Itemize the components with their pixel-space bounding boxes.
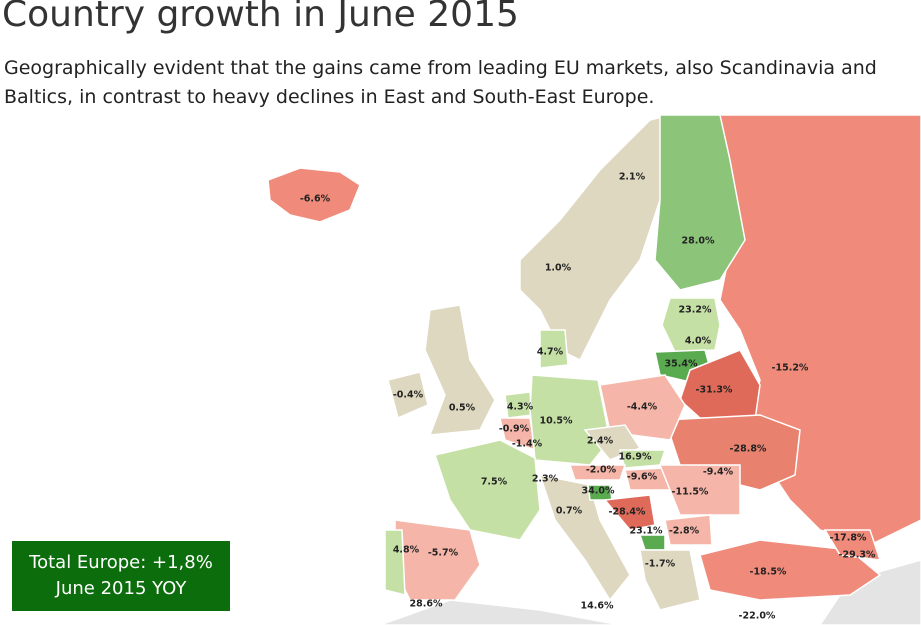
region [384, 529, 406, 596]
title: Country growth in June 2015 [2, 0, 519, 35]
region [599, 374, 686, 441]
land [267, 114, 921, 625]
region [387, 371, 429, 420]
region [394, 519, 481, 601]
region-label: -15.2% [772, 363, 809, 374]
region-label: 28.0% [682, 236, 715, 247]
region-label: 35.4% [665, 359, 698, 370]
region-label: -2.8% [669, 526, 700, 537]
region-label: 4.0% [685, 336, 712, 347]
land-gray [819, 559, 921, 625]
region-label: -29.3% [839, 550, 876, 561]
region-label: -4.4% [627, 402, 658, 413]
region-label: 4.8% [393, 545, 420, 556]
region-label: -28.4% [609, 507, 646, 518]
total-box: Total Europe: +1,8% June 2015 YOY [12, 541, 230, 611]
region-label: 14.6% [581, 601, 614, 612]
total-line: June 2015 YOY [55, 578, 187, 599]
region-label: -28.8% [730, 444, 767, 455]
region-label: 4.7% [537, 347, 564, 358]
region [267, 167, 361, 223]
region-label: -22.0% [739, 611, 776, 622]
labels: -6.6% 2.1% 28.0% 1.0% 23.2% 4.0% 4.7% 35.4% -15.… [300, 172, 876, 622]
region-label: -17.8% [830, 533, 867, 544]
region-label: -18.5% [750, 567, 787, 578]
region-label: 7.5% [481, 477, 508, 488]
subtitle: Geographically evident that the gains ca… [4, 57, 877, 108]
region-label: 2.1% [619, 172, 646, 183]
region-label: 0.7% [556, 506, 583, 517]
region-label: -31.3% [696, 385, 733, 396]
region [639, 549, 701, 611]
region-label: 2.3% [532, 474, 559, 485]
region [424, 304, 496, 436]
region-label: 23.1% [630, 526, 663, 537]
region [568, 464, 627, 481]
region-label: -1.7% [645, 559, 676, 570]
region [603, 494, 656, 531]
region [654, 114, 746, 291]
region-label: -11.5% [672, 487, 709, 498]
region-label: 2.4% [587, 436, 614, 447]
region [539, 329, 569, 369]
region-label: -9.4% [703, 467, 734, 478]
region-label: 4.3% [507, 402, 534, 413]
region-label: -2.0% [586, 465, 617, 476]
total-line: Total Europe: +1,8% [29, 552, 213, 573]
region [434, 439, 541, 541]
region [664, 514, 713, 546]
region-label: 23.2% [679, 305, 712, 316]
region-label: 0.5% [449, 403, 476, 414]
region-label: 28.6% [410, 599, 443, 610]
region-label: -9.6% [627, 472, 658, 483]
region [519, 114, 691, 362]
region-label: 10.5% [540, 416, 573, 427]
region-label: 34.0% [582, 486, 615, 497]
region [661, 297, 721, 353]
region [638, 534, 666, 551]
land-gray [379, 599, 621, 625]
region-label: 16.9% [619, 452, 652, 463]
region [823, 529, 882, 561]
region-label: 1.0% [545, 263, 572, 274]
region-label: -1.4% [512, 439, 543, 450]
region-label: -0.4% [393, 390, 424, 401]
region-label: -6.6% [300, 194, 331, 205]
region [699, 539, 882, 601]
region-label: -0.9% [499, 424, 530, 435]
region [658, 464, 741, 516]
region-label: -5.7% [428, 548, 459, 559]
